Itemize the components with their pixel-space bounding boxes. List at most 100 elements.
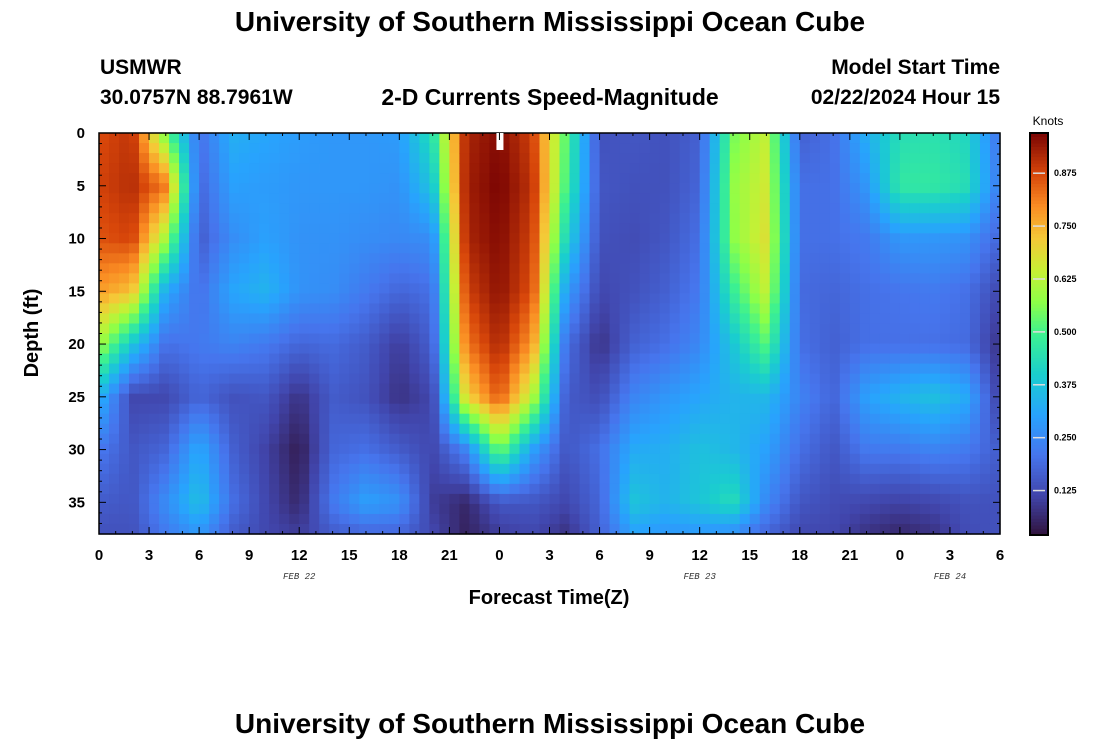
heatmap-cell — [229, 293, 240, 305]
heatmap-cell — [189, 313, 200, 325]
heatmap-cell — [639, 513, 651, 525]
heatmap-cell — [899, 423, 911, 435]
heatmap-cell — [259, 203, 270, 214]
heatmap-cell — [169, 283, 180, 295]
heatmap-cell — [149, 243, 160, 254]
heatmap-cell — [929, 423, 941, 435]
heatmap-cell — [339, 153, 350, 164]
heatmap-cell — [609, 313, 621, 325]
heatmap-cell — [709, 173, 721, 184]
heatmap-cell — [829, 163, 841, 174]
heatmap-cell — [129, 163, 140, 174]
heatmap-cell — [869, 473, 881, 485]
colorbar-segment — [1030, 387, 1048, 392]
heatmap-cell — [239, 243, 250, 254]
heatmap-cell — [519, 393, 531, 405]
heatmap-cell — [989, 313, 1001, 325]
heatmap-cell — [779, 393, 791, 405]
colorbar-segment — [1030, 431, 1048, 436]
heatmap-cell — [229, 333, 240, 345]
heatmap-cell — [409, 483, 420, 495]
heatmap-cell — [549, 473, 561, 485]
heatmap-cell — [299, 453, 310, 465]
heatmap-cell — [579, 193, 591, 204]
heatmap-cell — [589, 433, 601, 445]
heatmap-cell — [779, 333, 791, 345]
heatmap-cell — [519, 263, 531, 274]
heatmap-cell — [99, 273, 110, 284]
heatmap-cell — [519, 273, 531, 284]
current-time-marker-group — [496, 133, 504, 150]
heatmap-cell — [439, 463, 450, 475]
heatmap-cell — [369, 253, 380, 264]
heatmap-cell — [679, 383, 691, 395]
heatmap-cell — [179, 273, 190, 284]
heatmap-cell — [719, 273, 731, 284]
heatmap-cell — [219, 203, 230, 214]
heatmap-cell — [169, 353, 180, 365]
heatmap-cell — [459, 203, 471, 214]
heatmap-cell — [589, 453, 601, 465]
colorbar-segment — [1030, 290, 1048, 295]
heatmap-cell — [679, 203, 691, 214]
heatmap-cell — [679, 153, 691, 164]
heatmap-cell — [139, 143, 150, 154]
heatmap-cell — [769, 153, 781, 164]
heatmap-cell — [849, 393, 861, 405]
heatmap-cell — [369, 243, 380, 254]
heatmap-cell — [889, 133, 901, 144]
heatmap-cell — [149, 503, 160, 515]
heatmap-cell — [179, 223, 190, 234]
heatmap-cell — [569, 133, 581, 144]
heatmap-cell — [649, 253, 661, 264]
heatmap-cell — [419, 253, 430, 264]
heatmap-cell — [259, 483, 270, 495]
colorbar-segment — [1030, 404, 1048, 409]
heatmap-cell — [299, 283, 310, 295]
heatmap-cell — [589, 523, 601, 535]
heatmap-cell — [699, 273, 711, 284]
heatmap-cell — [969, 183, 981, 194]
heatmap-cell — [829, 133, 841, 144]
heatmap-cell — [99, 453, 110, 465]
heatmap-cell — [99, 463, 110, 475]
heatmap-cell — [419, 353, 430, 365]
heatmap-cell — [109, 213, 120, 224]
heatmap-cell — [989, 193, 1001, 204]
heatmap-cell — [299, 133, 310, 144]
heatmap-cell — [139, 373, 150, 385]
heatmap-cell — [359, 343, 370, 355]
heatmap-cell — [929, 313, 941, 325]
heatmap-cell — [249, 283, 260, 295]
heatmap-cell — [739, 233, 751, 244]
heatmap-cell — [849, 373, 861, 385]
heatmap-cell — [309, 313, 320, 325]
heatmap-cell — [339, 173, 350, 184]
heatmap-cell — [199, 153, 210, 164]
heatmap-cell — [859, 273, 871, 284]
heatmap-cell — [409, 203, 420, 214]
heatmap-cell — [439, 183, 450, 194]
heatmap-cell — [239, 453, 250, 465]
heatmap-cell — [389, 443, 400, 455]
heatmap-cell — [529, 183, 541, 194]
heatmap-cell — [259, 233, 270, 244]
heatmap-cell — [469, 323, 481, 335]
heatmap-cell — [799, 223, 811, 234]
heatmap-cell — [409, 183, 420, 194]
heatmap-cell — [889, 363, 901, 375]
heatmap-cell — [759, 523, 771, 535]
heatmap-cell — [219, 233, 230, 244]
heatmap-cell — [339, 413, 350, 425]
heatmap-cell — [369, 343, 380, 355]
heatmap-cell — [329, 243, 340, 254]
heatmap-cell — [759, 303, 771, 315]
heatmap-cell — [249, 453, 260, 465]
heatmap-cell — [769, 343, 781, 355]
heatmap-cell — [729, 503, 741, 515]
heatmap-cell — [469, 503, 481, 515]
heatmap-cell — [169, 223, 180, 234]
heatmap-cell — [349, 433, 360, 445]
heatmap-cell — [899, 193, 911, 204]
heatmap-cell — [649, 193, 661, 204]
